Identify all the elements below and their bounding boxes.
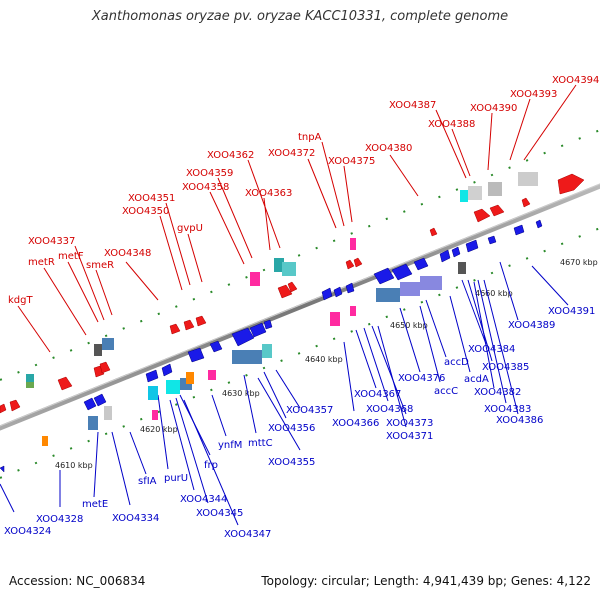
gene-label[interactable]: XOO4337 <box>28 236 75 247</box>
gene-label[interactable]: XOO4356 <box>268 423 315 434</box>
gene-label[interactable]: XOO4359 <box>186 168 233 179</box>
forward-orf-guide <box>0 129 600 381</box>
gene-label[interactable]: XOO4389 <box>508 320 555 331</box>
gene-label[interactable]: XOO4393 <box>510 89 557 100</box>
tick-label: 4630 kbp <box>222 389 260 398</box>
gene-label[interactable]: metR <box>28 257 55 268</box>
gene-label[interactable]: XOO4372 <box>268 148 315 159</box>
genome-backbone <box>0 183 600 431</box>
gene-label[interactable]: XOO4394 <box>552 75 599 86</box>
gene-label[interactable]: XOO4366 <box>332 418 379 429</box>
forward-leader-lines <box>17 84 577 353</box>
gene-label[interactable]: XOO4358 <box>182 182 229 193</box>
gene-label[interactable]: XOO4380 <box>365 143 412 154</box>
tick-label: 4640 kbp <box>305 355 343 364</box>
gene-label[interactable]: XOO4383 <box>484 404 531 415</box>
gene-label[interactable]: XOO4351 <box>128 193 175 204</box>
gene-label[interactable]: purU <box>164 473 188 484</box>
forward-genes <box>0 173 585 414</box>
tick-label: 4620 kbp <box>140 425 178 434</box>
gene-label[interactable]: gvpU <box>177 223 203 234</box>
gene-label[interactable]: metE <box>82 499 108 510</box>
gene-label[interactable]: XOO4334 <box>112 513 159 524</box>
gene-label[interactable]: sfIA <box>138 476 157 487</box>
gene-label[interactable]: XOO4385 <box>482 362 529 373</box>
gene-label[interactable]: XOO4345 <box>196 508 243 519</box>
gene-label[interactable]: XOO4391 <box>548 306 595 317</box>
gene-label[interactable]: XOO4367 <box>354 389 401 400</box>
gene-label[interactable]: accC <box>434 386 458 397</box>
gene-label[interactable]: frp <box>204 460 218 471</box>
gene-label[interactable]: XOO4368 <box>366 404 413 415</box>
gene-label[interactable]: XOO4388 <box>428 119 475 130</box>
gene-label[interactable]: smeR <box>86 260 114 271</box>
genome-backbone-edge <box>0 183 600 427</box>
gene-label[interactable]: XOO4382 <box>474 387 521 398</box>
genome-title: Xanthomonas oryzae pv. oryzae KACC10331,… <box>91 9 509 24</box>
gene-label[interactable]: XOO4344 <box>180 494 227 505</box>
gene-label[interactable]: XOO4390 <box>470 103 517 114</box>
gene-label[interactable]: kdgT <box>8 295 33 306</box>
gene-label[interactable]: XOO4373 <box>386 418 433 429</box>
gene-label[interactable]: XOO4384 <box>468 344 515 355</box>
gene-label[interactable]: accD <box>444 357 469 368</box>
tick-label: 4670 kbp <box>560 258 598 267</box>
gene-label[interactable]: XOO4375 <box>328 156 375 167</box>
gene-label[interactable]: XOO4324 <box>4 526 51 537</box>
reverse-genes <box>0 219 543 473</box>
gene-label[interactable]: ynfM <box>218 440 242 451</box>
gene-label[interactable]: XOO4348 <box>104 248 151 259</box>
gene-label[interactable]: XOO4387 <box>389 100 436 111</box>
gene-label[interactable]: XOO4363 <box>245 188 292 199</box>
gene-label[interactable]: XOO4355 <box>268 457 315 468</box>
reverse-leader-lines <box>0 261 569 526</box>
topology-text: Topology: circular; Length: 4,941,439 bp… <box>261 574 591 588</box>
tick-label: 4660 kbp <box>475 289 513 298</box>
tick-label: 4650 kbp <box>390 321 428 330</box>
gene-label[interactable]: XOO4347 <box>224 529 271 540</box>
gene-label[interactable]: metF <box>58 251 84 262</box>
gene-label[interactable]: XOO4376 <box>398 373 445 384</box>
tick-label: 4610 kbp <box>55 461 93 470</box>
reverse-orf-guide <box>0 227 600 479</box>
gene-label[interactable]: tnpA <box>298 132 322 143</box>
gene-label[interactable]: XOO4362 <box>207 150 254 161</box>
gene-label[interactable]: XOO4386 <box>496 415 543 426</box>
gene-label[interactable]: XOO4357 <box>286 405 333 416</box>
gene-label[interactable]: XOO4328 <box>36 514 83 525</box>
feature-boxes <box>26 172 538 446</box>
gene-label[interactable]: XOO4350 <box>122 206 169 217</box>
accession-text: Accession: NC_006834 <box>9 574 146 588</box>
gene-label[interactable]: mttC <box>248 438 273 449</box>
gene-label[interactable]: acdA <box>464 374 489 385</box>
gene-label[interactable]: XOO4371 <box>386 431 433 442</box>
